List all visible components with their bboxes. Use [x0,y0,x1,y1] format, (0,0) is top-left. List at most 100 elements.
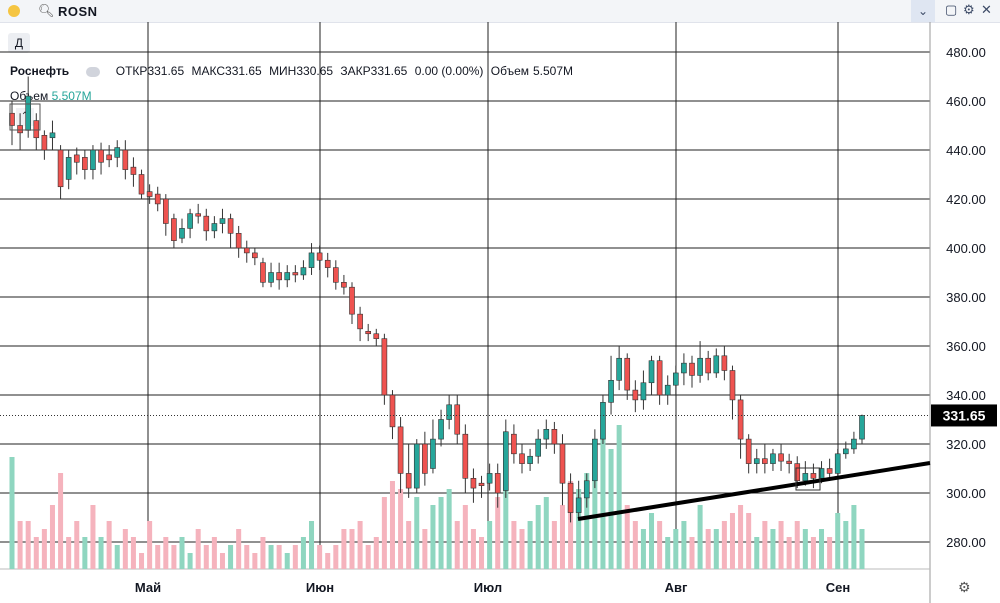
volume-bar [414,497,420,569]
candle-body [389,394,396,428]
volume-bar [495,497,501,569]
price-tick-label: 460.00 [946,94,986,109]
volume-bar [721,521,727,569]
volume-bar [74,521,80,569]
volume-label: Объем [490,64,529,78]
candle-body [672,372,679,386]
time-tick-label: Июл [474,580,502,595]
price-tick-label: 440.00 [946,143,986,158]
volume-bar [187,553,193,569]
candle-body [33,120,40,139]
volume-bar [446,489,452,569]
volume-bar [624,505,630,569]
volume-bar [309,521,315,569]
volume-bar [770,529,776,569]
change-value: 0.00 (0.00%) [414,64,484,78]
candle-body [252,252,258,259]
candle-body [535,438,542,457]
candle-body [543,428,550,440]
volume-bar [616,425,622,569]
price-tick-label: 400.00 [946,241,986,256]
volume-bar [527,521,533,569]
volume-bar [608,449,614,569]
volume-bar [317,545,323,569]
volume-bar [211,537,217,569]
candle-body [106,154,112,161]
volume-bar [843,521,849,569]
symbol-legend: Роснефть ОТКР331.65 МАКС331.65 МИН330.65… [10,64,577,78]
price-tick-label: 280.00 [946,535,986,550]
volume-bar [381,497,387,569]
volume-bar [228,545,234,569]
candle-body [648,360,655,384]
volume-bar [438,497,444,569]
candle-body [592,438,598,482]
candle-body [243,247,250,254]
candle-body [316,252,323,261]
candle-body [786,460,792,464]
volume-bar [705,529,711,569]
volume-bar [389,481,395,569]
volume-bar [195,529,201,569]
candle-body [357,313,363,330]
candle-body [438,419,444,440]
candle-body [82,157,88,170]
candle-body [73,154,80,163]
volume-bar [592,457,598,569]
candle-body [41,135,48,151]
candle-body [826,468,833,474]
symbol-search-input[interactable]: ROSN [58,4,98,19]
candle-body [413,443,420,489]
candle-body [171,218,177,241]
candle-body [324,259,331,268]
chevron-down-icon[interactable]: ⌄ [911,0,935,22]
volume-bar [738,505,744,569]
volume-bar [778,521,784,569]
volume-bar [697,505,703,569]
volume-bar [762,521,768,569]
price-tick-label: 420.00 [946,192,986,207]
candle-body [430,438,436,469]
candle-body [762,458,768,464]
square-icon[interactable]: ▢ [945,2,958,17]
legend-toggle-icon[interactable] [86,66,101,77]
volume-bar [827,537,833,569]
volume-bar [487,521,493,569]
search-icon[interactable]: 🔍︎ [38,3,55,18]
candle-body [227,218,234,234]
volume-bar [729,513,735,569]
volume-bar [398,489,404,569]
price-tick-label: 380.00 [946,290,986,305]
candle-body [446,404,452,420]
volume-bar [268,545,274,569]
volume-bar [640,529,646,569]
candle-body [664,384,671,396]
candle-body [381,338,388,396]
axis-settings-icon[interactable]: ⚙ [958,579,971,595]
low-value: 330.65 [296,64,334,78]
volume-bar [503,481,509,569]
volume-bar [333,545,339,569]
volume-bar [276,545,282,569]
volume-bar [600,433,606,569]
candle-body [810,473,817,479]
close-icon[interactable]: ✕ [981,2,992,17]
settings-icon[interactable]: ⚙ [963,2,975,17]
volume-bar [82,537,88,569]
candle-body [90,149,96,170]
volume-bar [122,529,128,569]
high-value: 331.65 [225,64,262,78]
candle-body [608,379,614,403]
candle-body [600,402,606,440]
time-tick-label: Авг [665,580,688,595]
candle-body [65,157,72,180]
candle-body [219,218,226,224]
time-tick-label: Май [135,580,161,595]
volume-bar [33,537,39,569]
volume-bar [130,537,136,569]
volume-bar [325,553,331,569]
volume-bar [859,529,865,569]
interval-button[interactable]: Д [8,33,30,53]
candle-body [511,433,517,455]
